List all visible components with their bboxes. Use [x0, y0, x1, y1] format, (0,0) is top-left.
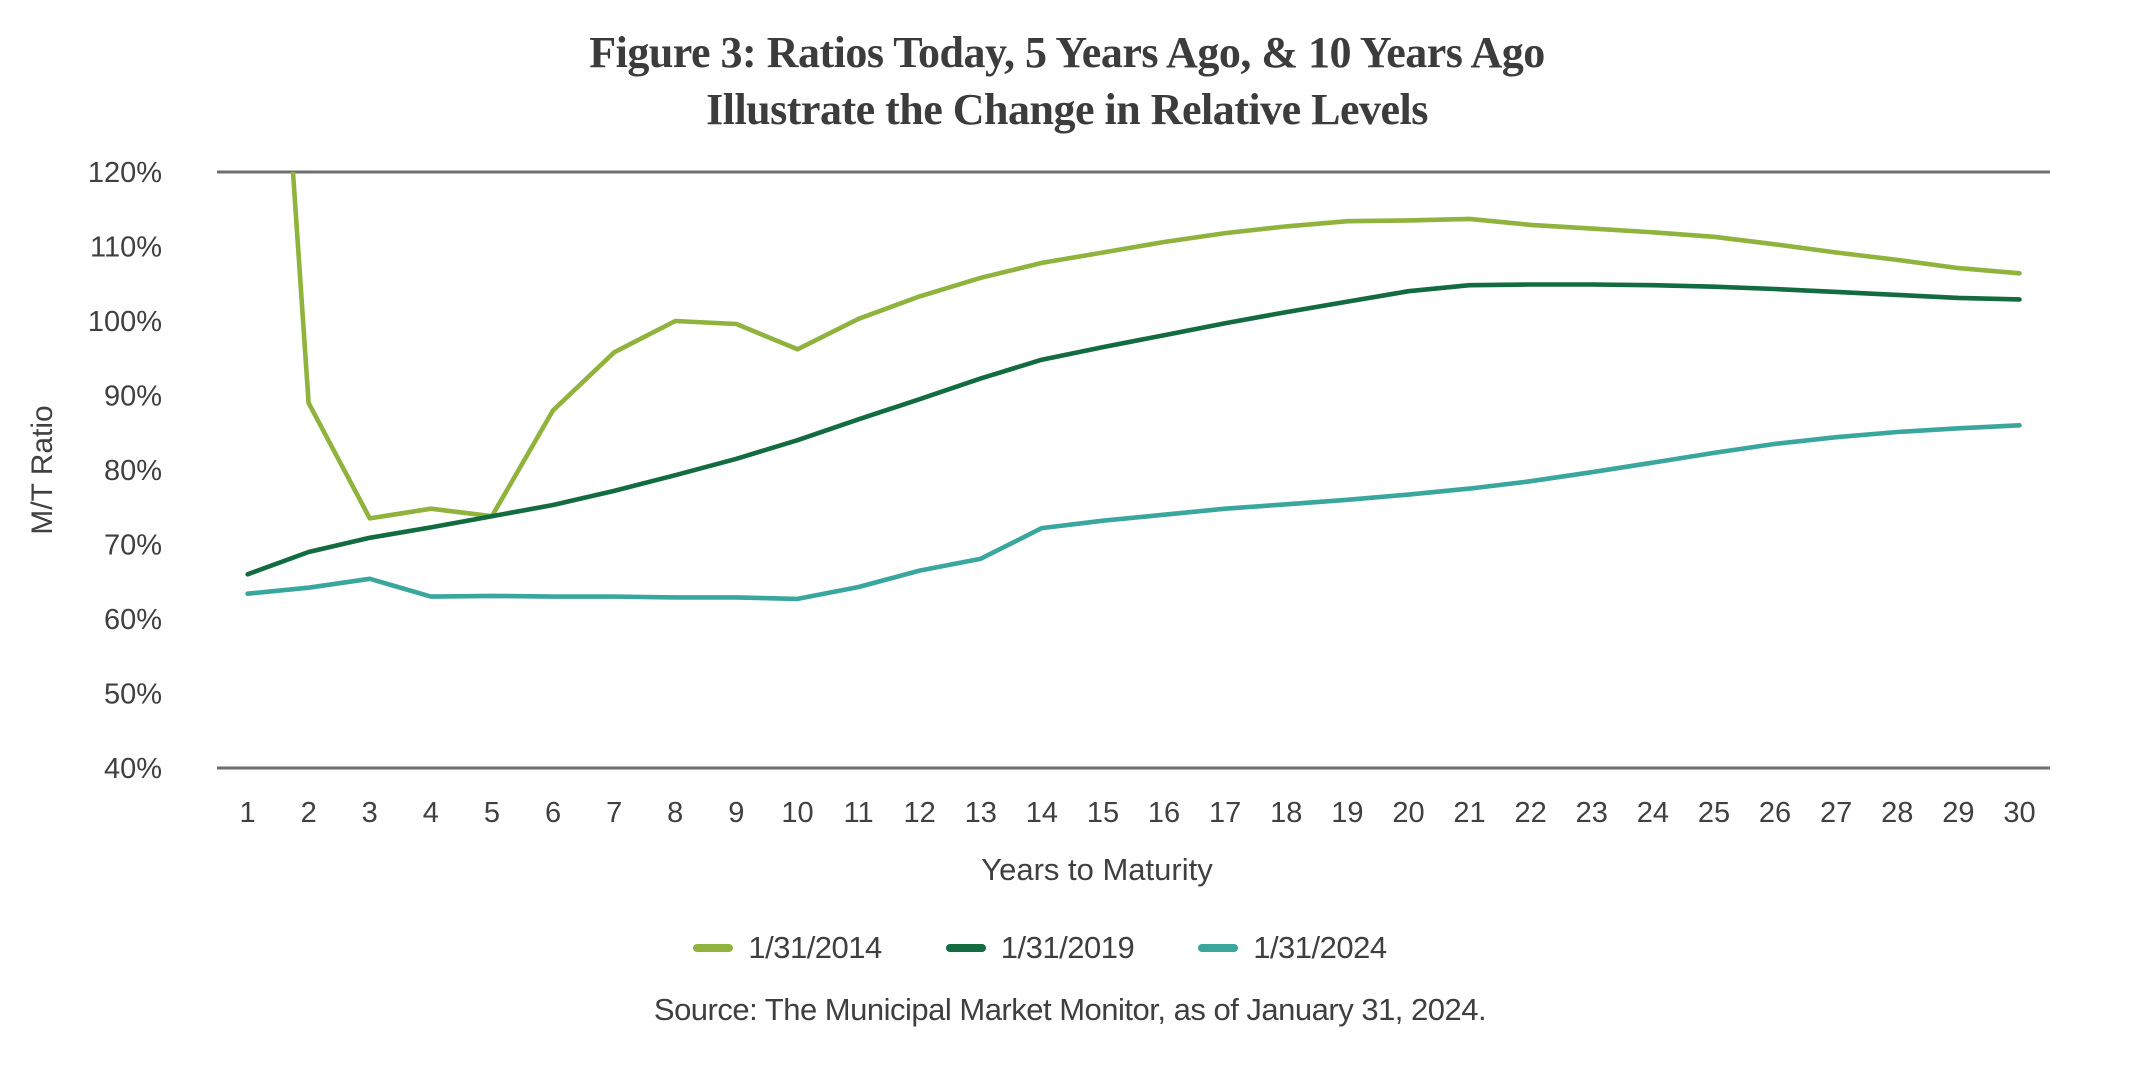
x-tick-label: 3: [362, 797, 378, 829]
x-tick-label: 25: [1698, 797, 1730, 829]
legend-item-1-31-2019: 1/31/2019: [945, 930, 1135, 966]
chart-title-line-1: Figure 3: Ratios Today, 5 Years Ago, & 1…: [589, 28, 1545, 77]
x-tick-label: 16: [1148, 797, 1180, 829]
x-tick-label: 4: [423, 797, 439, 829]
x-tick-label: 2: [301, 797, 317, 829]
x-tick-label: 18: [1270, 797, 1302, 829]
chart-legend: 1/31/2014 1/31/2019 1/31/2024: [0, 930, 2080, 966]
y-tick-label: 120%: [88, 157, 162, 189]
x-tick-label: 10: [781, 797, 813, 829]
source-note: Source: The Municipal Market Monitor, as…: [653, 992, 1487, 1027]
x-tick-label: 20: [1392, 797, 1424, 829]
x-tick-label: 29: [1942, 797, 1974, 829]
y-tick-label: 50%: [104, 679, 162, 711]
x-tick-label: 12: [904, 797, 936, 829]
x-tick-label: 7: [606, 797, 622, 829]
x-tick-label: 19: [1331, 797, 1363, 829]
legend-label: 1/31/2024: [1253, 930, 1387, 965]
legend-swatch-icon: [1198, 944, 1239, 952]
legend-label: 1/31/2014: [748, 930, 882, 965]
series-line-1-31-2019: [245, 282, 2022, 577]
x-tick-label: 23: [1576, 797, 1608, 829]
series-line-1-31-2024: [245, 422, 2022, 602]
x-tick-label: 5: [484, 797, 500, 829]
x-tick-label: 28: [1881, 797, 1913, 829]
x-tick-label: 27: [1820, 797, 1852, 829]
x-tick-label: 14: [1026, 797, 1058, 829]
y-axis-title: M/T Ratio: [26, 405, 59, 534]
x-axis-title: Years to Maturity: [981, 852, 1213, 887]
series-line-1-31-2014: [290, 172, 2022, 521]
x-tick-label: 9: [728, 797, 744, 829]
x-tick-label: 24: [1637, 797, 1669, 829]
x-tick-label: 8: [667, 797, 683, 829]
x-tick-label: 26: [1759, 797, 1791, 829]
chart-title-line-2: Illustrate the Change in Relative Levels: [706, 85, 1428, 134]
x-tick-label: 1: [239, 797, 255, 829]
x-tick-label: 15: [1087, 797, 1119, 829]
y-tick-label: 110%: [90, 232, 162, 264]
y-tick-label: 70%: [104, 530, 162, 562]
y-tick-label: 90%: [104, 381, 162, 413]
legend-label: 1/31/2019: [1000, 930, 1135, 965]
x-tick-label: 13: [965, 797, 997, 829]
legend-item-1-31-2024: 1/31/2024: [1198, 930, 1387, 966]
x-tick-label: 6: [545, 797, 561, 829]
legend-swatch-icon: [693, 944, 734, 952]
legend-swatch-icon: [945, 944, 986, 952]
legend-item-1-31-2014: 1/31/2014: [693, 930, 882, 966]
x-tick-label: 17: [1209, 797, 1241, 829]
x-tick-label: 21: [1453, 797, 1485, 829]
x-tick-label: 11: [843, 797, 873, 829]
x-tick-label: 22: [1515, 797, 1547, 829]
chart-title: Figure 3: Ratios Today, 5 Years Ago, & 1…: [0, 24, 2134, 138]
y-tick-label: 100%: [88, 306, 162, 338]
x-tick-label: 30: [2003, 797, 2035, 829]
y-tick-label: 60%: [104, 604, 162, 636]
y-tick-label: 80%: [104, 455, 162, 487]
y-tick-label: 40%: [104, 753, 162, 785]
